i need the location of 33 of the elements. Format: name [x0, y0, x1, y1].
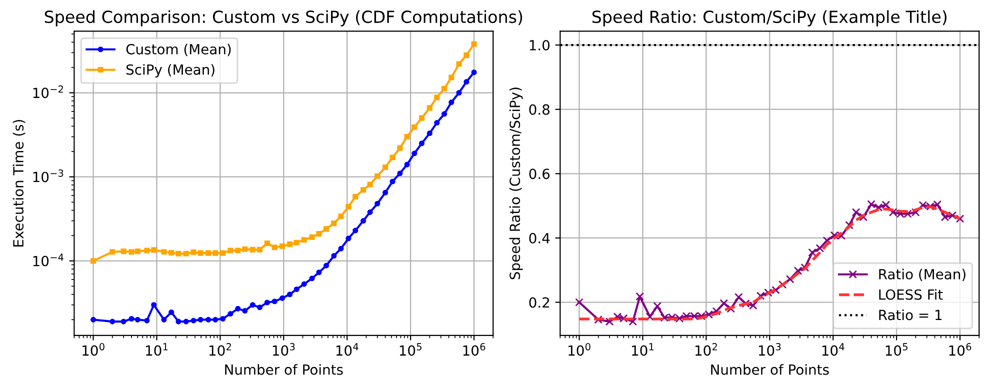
x-tick-label: 10$^{1}$: [632, 343, 654, 356]
x-tick-label: 10$^{4}$: [336, 343, 358, 356]
chart-title: Speed Ratio: Custom/SciPy (Example Title): [592, 10, 947, 26]
y-tick-label: 10$^{−4}$: [33, 254, 64, 266]
y-tick-label: 0.2: [529, 297, 550, 308]
legend-label: SciPy (Mean): [126, 64, 214, 78]
y-axis-title: Execution Time (s): [12, 120, 26, 246]
legend-label: Ratio (Mean): [879, 268, 966, 282]
y-tick-label: 10$^{−2}$: [33, 85, 63, 98]
x-tick-label: 10$^{4}$: [822, 343, 844, 356]
y-tick-label: 10$^{−3}$: [33, 169, 64, 182]
chart-title: Speed Comparison: Custom vs SciPy (CDF Computations): [44, 10, 522, 26]
x-tick-label: 10$^{1}$: [146, 343, 168, 356]
legend-label: Ratio = 1: [879, 309, 942, 320]
x-tick-label: 10$^{5}$: [400, 343, 422, 356]
x-tick-label: 10$^{0}$: [82, 343, 104, 356]
y-axis-title: Speed Ratio (Custom/SciPy): [509, 88, 523, 280]
legend-label: Custom (Mean): [126, 44, 231, 56]
y-tick-label: 0.6: [529, 168, 550, 180]
y-tick-label: 0.4: [529, 232, 550, 244]
legend-label: LOESS Fit: [879, 289, 943, 300]
x-tick-label: 10$^{3}$: [272, 343, 295, 356]
x-tick-label: 10$^{5}$: [886, 343, 908, 356]
x-tick-label: 10$^{2}$: [695, 343, 717, 356]
x-tick-label: 10$^{6}$: [949, 343, 972, 356]
y-tick-label: 0.8: [529, 104, 550, 115]
x-tick-label: 10$^{6}$: [463, 343, 486, 356]
x-tick-label: 10$^{3}$: [758, 343, 781, 356]
y-tick-label: 1.0: [530, 40, 550, 50]
x-tick-label: 10$^{0}$: [568, 343, 590, 356]
x-axis-title: Number of Points: [225, 364, 343, 375]
x-tick-label: 10$^{2}$: [209, 343, 231, 356]
x-axis-title: Number of Points: [711, 364, 829, 375]
